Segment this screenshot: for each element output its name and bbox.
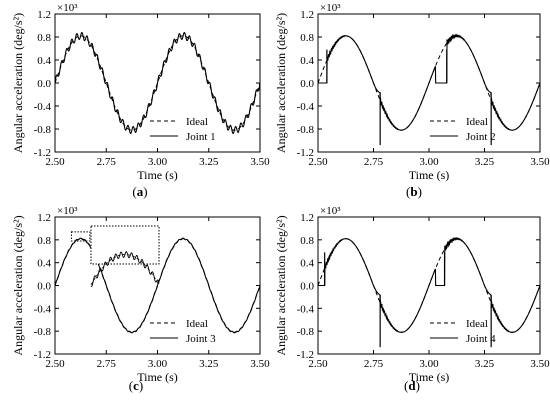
x-tick-label: 2.50 <box>308 156 328 168</box>
x-tick-label: 3.50 <box>530 156 550 168</box>
y-tick-label: -1.2 <box>34 349 51 361</box>
y-tick-label: 1.2 <box>300 9 314 21</box>
x-axis-label: Time (s) <box>137 168 178 182</box>
y-axis-label: Angular acceleration (deg/s²) <box>274 13 288 153</box>
caption-close: ) <box>418 184 422 199</box>
y-tick-label: 0.4 <box>300 258 314 270</box>
x-tick-label: 2.50 <box>45 156 65 168</box>
y-tick-label: 0.4 <box>37 55 51 67</box>
x-tick-label: 2.75 <box>97 358 117 370</box>
series-joint-line <box>318 33 540 131</box>
legend-joint-label: Joint 2 <box>466 131 496 143</box>
y-tick-label: 0.0 <box>37 78 51 90</box>
chart-panel-c: 2.50 2.75 3.00 3.25 3.50 -1.2 -0.8 -0.4 0.0 0.4 0.… <box>11 205 270 393</box>
y-tick-label: 1.2 <box>37 9 51 21</box>
x-tick-label: 2.75 <box>364 358 384 370</box>
caption-close: ) <box>416 378 420 393</box>
chart-panel-d: 2.50 2.75 3.00 3.25 3.50 -1.2 -0.8 -0.4 0.0 0.4 0.… <box>274 205 550 393</box>
caption-letter: a <box>137 184 144 199</box>
zoom-region-box <box>70 231 91 242</box>
series-joint-line <box>318 236 540 333</box>
x-tick-label: 3.00 <box>148 156 168 168</box>
y-tick-label: 0.0 <box>37 281 51 293</box>
y-multiplier: ×10³ <box>57 205 78 217</box>
x-axis-label: Time (s) <box>409 370 450 384</box>
series-ideal-line <box>55 35 260 131</box>
series-joint-line <box>55 31 260 135</box>
panel-caption: (b) <box>406 184 422 199</box>
y-tick-label: 1.2 <box>37 212 51 224</box>
inset-joint-line <box>90 251 160 287</box>
x-tick-label: 3.00 <box>419 156 439 168</box>
y-tick-label: -0.8 <box>34 124 52 136</box>
caption-close: ) <box>139 378 143 393</box>
y-tick-label: -0.8 <box>297 124 315 136</box>
legend-ideal-label: Ideal <box>186 116 208 128</box>
x-tick-label: 2.50 <box>308 358 328 370</box>
legend-joint-label: Joint 4 <box>466 333 496 345</box>
legend-joint-label: Joint 3 <box>186 333 216 345</box>
y-tick-label: 0.4 <box>37 258 51 270</box>
caption-letter: c <box>133 378 139 393</box>
caption-open: ( <box>404 378 408 393</box>
x-tick-label: 2.75 <box>97 156 117 168</box>
x-tick-label: 3.00 <box>148 358 168 370</box>
caption-open: ( <box>132 184 136 199</box>
x-tick-label: 3.25 <box>199 156 219 168</box>
chart-panel-a: 2.50 2.75 3.00 3.25 3.50 -1.2 -0.8 -0.4 0.0 0.4 0.… <box>11 2 270 199</box>
x-tick-label: 2.50 <box>45 358 65 370</box>
caption-open: ( <box>406 184 410 199</box>
caption-letter: d <box>408 378 416 393</box>
y-tick-label: 0.0 <box>300 281 314 293</box>
inset-box <box>90 225 160 265</box>
x-axis-label: Time (s) <box>409 168 450 182</box>
y-tick-label: 0.4 <box>300 55 314 67</box>
chart-panel-b: 2.50 2.75 3.00 3.25 3.50 -1.2 -0.8 -0.4 0.0 0.4 0.… <box>274 2 550 199</box>
caption-open: ( <box>129 378 133 393</box>
legend-ideal-label: Ideal <box>186 318 208 330</box>
y-axis-label: Angular acceleration (deg/s²) <box>11 215 25 355</box>
x-tick-label: 3.25 <box>475 358 495 370</box>
y-tick-label: -0.4 <box>297 101 315 113</box>
y-tick-label: -1.2 <box>34 147 51 159</box>
x-tick-label: 3.25 <box>475 156 495 168</box>
legend-joint-label: Joint 1 <box>186 131 216 143</box>
y-tick-label: 0.8 <box>37 235 51 247</box>
y-tick-label: -1.2 <box>297 349 314 361</box>
y-multiplier: ×10³ <box>57 2 78 14</box>
panel-caption: (c) <box>129 378 143 393</box>
x-tick-label: 2.75 <box>364 156 384 168</box>
panel-caption: (a) <box>132 184 147 199</box>
panel-caption: (d) <box>404 378 420 393</box>
x-tick-label: 3.50 <box>250 358 270 370</box>
y-multiplier: ×10³ <box>320 205 341 217</box>
y-tick-label: 0.8 <box>37 32 51 44</box>
y-tick-label: 0.8 <box>300 235 314 247</box>
series-joint-line <box>55 237 260 334</box>
y-tick-label: -0.8 <box>34 326 52 338</box>
y-tick-label: -1.2 <box>297 147 314 159</box>
y-tick-label: -0.8 <box>297 326 315 338</box>
y-tick-label: 0.8 <box>300 32 314 44</box>
y-multiplier: ×10³ <box>320 2 341 14</box>
legend-ideal-label: Ideal <box>466 116 488 128</box>
x-axis-label: Time (s) <box>137 370 178 384</box>
y-tick-label: -0.4 <box>297 303 315 315</box>
x-tick-label: 3.00 <box>419 358 439 370</box>
x-tick-label: 3.50 <box>530 358 550 370</box>
y-tick-label: 0.0 <box>300 78 314 90</box>
x-tick-label: 3.25 <box>199 358 219 370</box>
x-tick-label: 3.50 <box>250 156 270 168</box>
legend-ideal-label: Ideal <box>466 318 488 330</box>
y-axis-label: Angular acceleration (deg/s²) <box>274 215 288 355</box>
caption-letter: b <box>410 184 417 199</box>
y-tick-label: -0.4 <box>34 101 52 113</box>
y-axis-label: Angular acceleration (deg/s²) <box>11 13 25 153</box>
caption-close: ) <box>143 184 147 199</box>
y-tick-label: -0.4 <box>34 303 52 315</box>
y-tick-label: 1.2 <box>300 212 314 224</box>
